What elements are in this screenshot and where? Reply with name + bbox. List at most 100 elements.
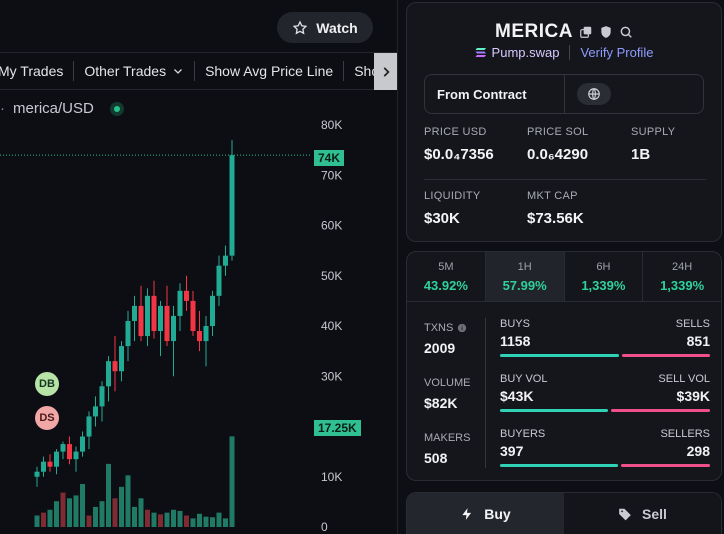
volume-bar bbox=[106, 463, 111, 527]
info-icon[interactable] bbox=[457, 323, 467, 333]
candle-body bbox=[229, 155, 235, 256]
buys-bar bbox=[500, 354, 620, 357]
star-icon bbox=[292, 19, 308, 34]
candle-body bbox=[73, 451, 79, 460]
candle-body bbox=[112, 361, 118, 372]
tab-24h-value: 1,339% bbox=[660, 278, 705, 293]
tag-icon bbox=[619, 508, 631, 520]
sells-bar bbox=[622, 354, 710, 357]
tab-24h[interactable]: 24H 1,339% bbox=[643, 252, 721, 301]
buyers-sellers-bar bbox=[500, 464, 710, 467]
pair-text: merica/USD bbox=[13, 100, 94, 117]
current-price-tag: 74K bbox=[314, 150, 345, 166]
volume-bar bbox=[164, 512, 170, 527]
candle-body bbox=[203, 326, 209, 342]
ds-marker[interactable]: DS bbox=[35, 406, 59, 430]
sellers-bar bbox=[621, 464, 710, 467]
txns-value: 2009 bbox=[424, 340, 456, 356]
sell-tab[interactable]: Sell bbox=[564, 493, 721, 534]
chevron-right-icon bbox=[383, 66, 390, 77]
from-contract-label: From Contract bbox=[425, 75, 565, 113]
solana-icon bbox=[475, 48, 486, 57]
show-avg-price-line-toggle[interactable]: Show Avg Price Line bbox=[195, 61, 345, 81]
candle-body bbox=[190, 300, 196, 332]
buy-tab[interactable]: Buy bbox=[407, 493, 564, 534]
liquidity-value: $30K bbox=[424, 210, 460, 227]
candle-body bbox=[47, 461, 53, 467]
candle-body bbox=[60, 444, 66, 452]
buy-sell-vol-bar bbox=[500, 409, 710, 412]
price-sol-value: 0.0₆4290 bbox=[527, 146, 589, 163]
volume-bar bbox=[210, 517, 215, 527]
my-trades-toggle[interactable]: My Trades bbox=[0, 61, 75, 81]
volume-bar bbox=[125, 475, 131, 527]
volume-bar bbox=[151, 512, 157, 527]
candle-body bbox=[86, 416, 92, 437]
y-tick-label: 50K bbox=[321, 269, 342, 283]
other-trades-dropdown[interactable]: Other Trades bbox=[74, 61, 196, 81]
volume-value: $82K bbox=[424, 395, 458, 411]
buyers-bar bbox=[500, 464, 619, 467]
shield-icon[interactable] bbox=[599, 25, 613, 39]
db-marker[interactable]: DB bbox=[35, 372, 59, 396]
volume-bar bbox=[203, 516, 209, 527]
y-tick-label: 10K bbox=[321, 470, 342, 484]
candle-body bbox=[145, 295, 150, 337]
tab-5m-value: 43.92% bbox=[423, 278, 468, 293]
volume-bar bbox=[177, 510, 183, 527]
volume-bar bbox=[41, 512, 46, 527]
search-icon[interactable] bbox=[619, 25, 633, 39]
volume-bar bbox=[54, 501, 59, 527]
contract-globe-button[interactable] bbox=[577, 83, 611, 105]
volume-stat: VOLUME $82K bbox=[424, 377, 470, 411]
tab-1h-label: 1H bbox=[517, 261, 532, 273]
tab-1h[interactable]: 1H 57.99% bbox=[485, 252, 565, 301]
buys-sells-stat: BUYS SELLS 1158 851 bbox=[500, 318, 710, 357]
volume-bar bbox=[99, 501, 105, 527]
volume-bar bbox=[158, 514, 163, 527]
sells-value: 851 bbox=[686, 333, 710, 349]
volume-bar bbox=[80, 483, 85, 527]
watch-button[interactable]: Watch bbox=[277, 12, 373, 43]
sellers-label: SELLERS bbox=[660, 428, 710, 440]
tab-6h[interactable]: 6H 1,339% bbox=[565, 252, 644, 301]
volume-bar bbox=[229, 436, 235, 527]
volume-bar bbox=[34, 515, 40, 527]
globe-icon bbox=[588, 88, 600, 100]
contract-row: From Contract bbox=[424, 74, 704, 114]
chart-toolbar: My Trades Other Trades Show Avg Price Li… bbox=[0, 52, 397, 90]
pump-swap-link[interactable]: Pump.swap bbox=[475, 45, 559, 60]
tab-6h-value: 1,339% bbox=[581, 278, 626, 293]
sellers-value: 298 bbox=[686, 443, 710, 459]
sell-vol-label: SELL VOL bbox=[658, 373, 710, 385]
txns-label: TXNS bbox=[424, 322, 454, 334]
candle-body bbox=[158, 305, 163, 332]
candle-body bbox=[138, 305, 144, 337]
makers-label: MAKERS bbox=[424, 432, 471, 444]
buy-vol-value: $43K bbox=[500, 388, 534, 404]
price-sol-label: PRICE SOL bbox=[527, 126, 589, 138]
txns-stat: TXNS 2009 bbox=[424, 322, 467, 356]
watch-label: Watch bbox=[316, 19, 358, 36]
volume-bar bbox=[67, 498, 72, 527]
price-usd-value: $0.0₄7356 bbox=[424, 146, 494, 163]
token-links: Pump.swap Verify Profile bbox=[407, 45, 721, 60]
volume-bar bbox=[119, 486, 124, 527]
copy-icon[interactable] bbox=[579, 25, 593, 39]
candle-body bbox=[80, 436, 85, 452]
toolbar-scroll-right-button[interactable] bbox=[374, 53, 397, 90]
trade-tabs: Buy Sell bbox=[406, 492, 722, 534]
sell-vol-value: $39K bbox=[676, 388, 710, 404]
verify-profile-link[interactable]: Verify Profile bbox=[569, 45, 653, 60]
tab-5m[interactable]: 5M 43.92% bbox=[407, 252, 486, 301]
volume-bar bbox=[73, 495, 79, 527]
stats-divider bbox=[424, 179, 706, 180]
buy-label: Buy bbox=[484, 505, 511, 522]
price-sol-stat: PRICE SOL 0.0₆4290 bbox=[527, 126, 588, 163]
candle-body bbox=[151, 295, 157, 332]
tab-24h-label: 24H bbox=[672, 261, 693, 273]
liquidity-label: LIQUIDITY bbox=[424, 190, 481, 202]
price-chart[interactable]: 80K 70K 60K 50K 40K 30K 10K 0 bbox=[0, 110, 398, 534]
token-name: MERICA bbox=[495, 21, 573, 42]
sell-label: Sell bbox=[642, 505, 667, 522]
